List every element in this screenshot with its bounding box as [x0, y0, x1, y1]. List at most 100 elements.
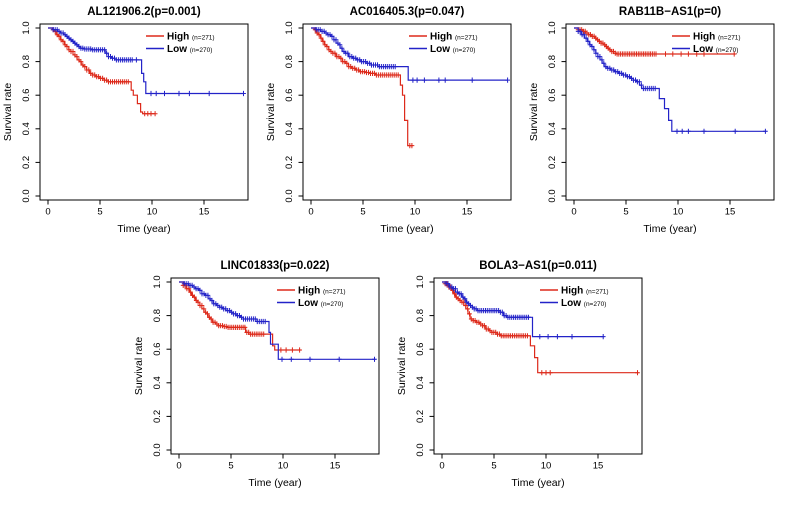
low-censor-mark	[333, 37, 339, 43]
high-censor-mark	[678, 51, 684, 57]
x-tick-label: 0	[571, 207, 576, 218]
low-censor-mark	[526, 314, 531, 320]
high-censor-mark	[653, 51, 659, 57]
high-survival-curve	[442, 281, 639, 374]
bottom-row: LINC01833(p=0.022) 0 5 10 15 0.0 0.2 0.4 0.6 0.8…	[0, 254, 788, 508]
km-plot-canvas: 0 5 10 15 0.0 0.2 0.4 0.6 0.8 1.0 Time (year) Survi…	[528, 21, 775, 235]
low-censor-mark	[442, 77, 448, 83]
top-row: AL121906.2(p=0.001) 0 5 10 15 0.0 0.2 0.4 0.6 0.…	[2, 0, 788, 254]
low-censor-mark	[209, 297, 215, 304]
low-censor-mark	[585, 38, 591, 44]
high-censor-mark	[60, 38, 66, 44]
low-censor-mark	[763, 128, 768, 134]
high-censor-mark	[395, 72, 401, 78]
low-censor-mark	[545, 334, 551, 340]
low-censor-mark	[569, 334, 575, 340]
high-censor-mark	[64, 43, 70, 50]
low-censor-mark	[187, 90, 192, 97]
low-censor-mark	[537, 334, 543, 340]
low-censor-mark	[686, 128, 691, 134]
low-censor-mark	[701, 128, 707, 134]
high-censor-mark	[694, 51, 700, 57]
x-tick-label: 5	[623, 207, 628, 218]
high-censor-mark	[74, 54, 80, 60]
legend-label-low: Low (n=270)	[693, 44, 738, 55]
chart-title: BOLA3−AS1(p=0.011)	[479, 260, 597, 272]
x-tick-label: 15	[593, 461, 604, 472]
low-censor-mark	[153, 90, 159, 97]
low-censor-mark	[436, 77, 442, 83]
low-censor-mark	[637, 79, 642, 85]
high-survival-curve	[48, 27, 156, 115]
high-censor-mark	[463, 302, 469, 309]
y-axis-label: Survival rate	[396, 337, 408, 396]
low-censor-mark	[458, 291, 464, 297]
x-tick-label: 5	[97, 207, 102, 218]
x-tick-label: 10	[278, 461, 289, 472]
y-tick-label: 0.8	[152, 309, 163, 322]
low-censor-mark	[732, 128, 738, 134]
x-tick-label: 0	[176, 461, 181, 472]
low-censor-mark	[345, 50, 351, 56]
y-tick-label: 0.0	[284, 189, 295, 202]
y-tick-label: 0.4	[21, 122, 32, 135]
plot-frame	[565, 23, 775, 201]
y-tick-label: 0.4	[152, 376, 163, 389]
km-plot-ac016405-3: AC016405.3(p=0.047) 0 5 10 15 0.0 0.2 0.4 0.6 0.…	[263, 0, 526, 254]
low-censor-mark	[392, 64, 398, 70]
x-axis-label: Time (year)	[643, 223, 696, 235]
x-tick-label: 15	[725, 207, 736, 218]
high-censor-mark	[278, 347, 284, 353]
x-tick-label: 15	[199, 207, 210, 218]
high-censor-mark	[86, 67, 92, 73]
low-censor-mark	[674, 128, 680, 134]
y-tick-label: 0.2	[152, 410, 163, 423]
x-tick-label: 0	[308, 207, 313, 218]
y-tick-label: 0.0	[21, 189, 32, 202]
x-tick-label: 5	[228, 461, 233, 472]
high-censor-mark	[297, 347, 302, 353]
y-tick-label: 0.8	[21, 55, 32, 68]
high-censor-mark	[663, 51, 668, 57]
low-censor-mark	[337, 42, 343, 48]
y-tick-label: 0.6	[152, 343, 163, 356]
km-plot-rab11b-as1: RAB11B−AS1(p=0) 0 5 10 15 0.0 0.2 0.4 0.6 0.8 1.0…	[526, 0, 788, 254]
high-censor-mark	[731, 51, 737, 57]
x-axis-label: Time (year)	[380, 223, 433, 235]
plot-frame	[302, 23, 512, 201]
low-censor-mark	[583, 35, 589, 41]
low-censor-mark	[555, 334, 560, 340]
low-censor-mark	[288, 356, 294, 362]
high-censor-mark	[547, 370, 553, 376]
y-tick-label: 0.6	[284, 89, 295, 102]
low-censor-mark	[104, 50, 109, 56]
high-censor-mark	[635, 370, 640, 376]
high-censor-mark	[201, 306, 207, 312]
legend-label-high: High (n=271)	[167, 32, 215, 43]
low-censor-mark	[639, 82, 644, 88]
plot-frame	[433, 277, 643, 455]
low-censor-mark	[329, 33, 335, 39]
x-tick-label: 0	[45, 207, 50, 218]
high-censor-mark	[701, 51, 707, 57]
legend-label-low: Low (n=270)	[430, 44, 475, 55]
low-censor-mark	[262, 318, 268, 325]
x-tick-label: 15	[462, 207, 473, 218]
high-censor-mark	[332, 50, 338, 56]
low-censor-mark	[279, 356, 285, 362]
x-tick-label: 5	[491, 461, 496, 472]
y-tick-label: 0.4	[547, 122, 558, 135]
km-plot-canvas: 0 5 10 15 0.0 0.2 0.4 0.6 0.8 1.0 Time (year) Survi…	[2, 21, 249, 235]
low-censor-mark	[307, 356, 313, 362]
x-tick-label: 5	[360, 207, 365, 218]
chart-title: LINC01833(p=0.022)	[220, 260, 330, 272]
y-tick-label: 1.0	[415, 275, 426, 288]
legend-label-low: Low (n=270)	[167, 44, 212, 55]
x-tick-label: 10	[673, 207, 684, 218]
y-tick-label: 0.6	[547, 89, 558, 102]
y-tick-label: 1.0	[21, 21, 32, 34]
high-censor-mark	[465, 306, 470, 312]
km-plot-canvas: 0 5 10 15 0.0 0.2 0.4 0.6 0.8 1.0 Time (year) Survi…	[396, 275, 643, 489]
chart-title: AC016405.3(p=0.047)	[349, 6, 465, 18]
plot-frame	[39, 23, 249, 201]
